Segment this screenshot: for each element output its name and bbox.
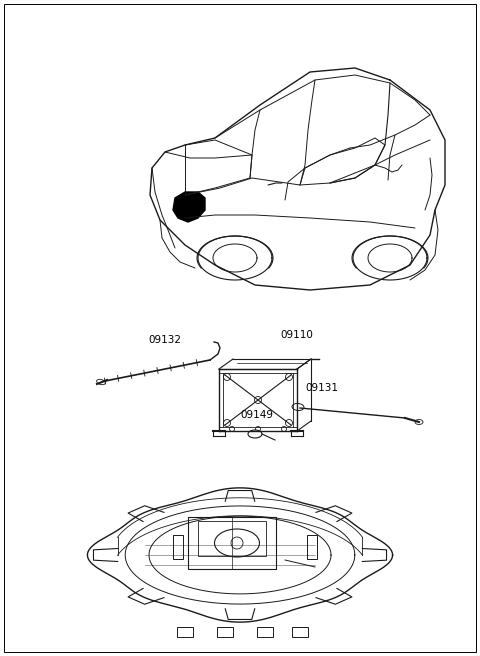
Circle shape bbox=[224, 419, 230, 426]
Circle shape bbox=[255, 426, 261, 432]
Circle shape bbox=[224, 373, 230, 380]
Text: 09149: 09149 bbox=[240, 410, 273, 420]
Circle shape bbox=[286, 373, 292, 380]
Bar bbox=[198, 520, 266, 556]
Ellipse shape bbox=[248, 430, 262, 438]
Bar bbox=[292, 627, 308, 637]
Bar bbox=[188, 517, 276, 569]
Circle shape bbox=[286, 419, 292, 426]
Text: 09110: 09110 bbox=[280, 330, 313, 340]
Bar bbox=[217, 627, 233, 637]
Circle shape bbox=[254, 396, 262, 403]
Bar bbox=[257, 627, 273, 637]
Bar bbox=[177, 627, 193, 637]
Ellipse shape bbox=[292, 403, 304, 411]
Circle shape bbox=[281, 426, 287, 432]
Circle shape bbox=[229, 426, 235, 432]
Bar bbox=[307, 535, 317, 559]
Ellipse shape bbox=[415, 419, 423, 424]
Polygon shape bbox=[173, 192, 205, 222]
Text: 09131: 09131 bbox=[305, 383, 338, 393]
Bar bbox=[173, 535, 183, 559]
Text: 09132: 09132 bbox=[148, 335, 181, 345]
Circle shape bbox=[231, 537, 243, 549]
